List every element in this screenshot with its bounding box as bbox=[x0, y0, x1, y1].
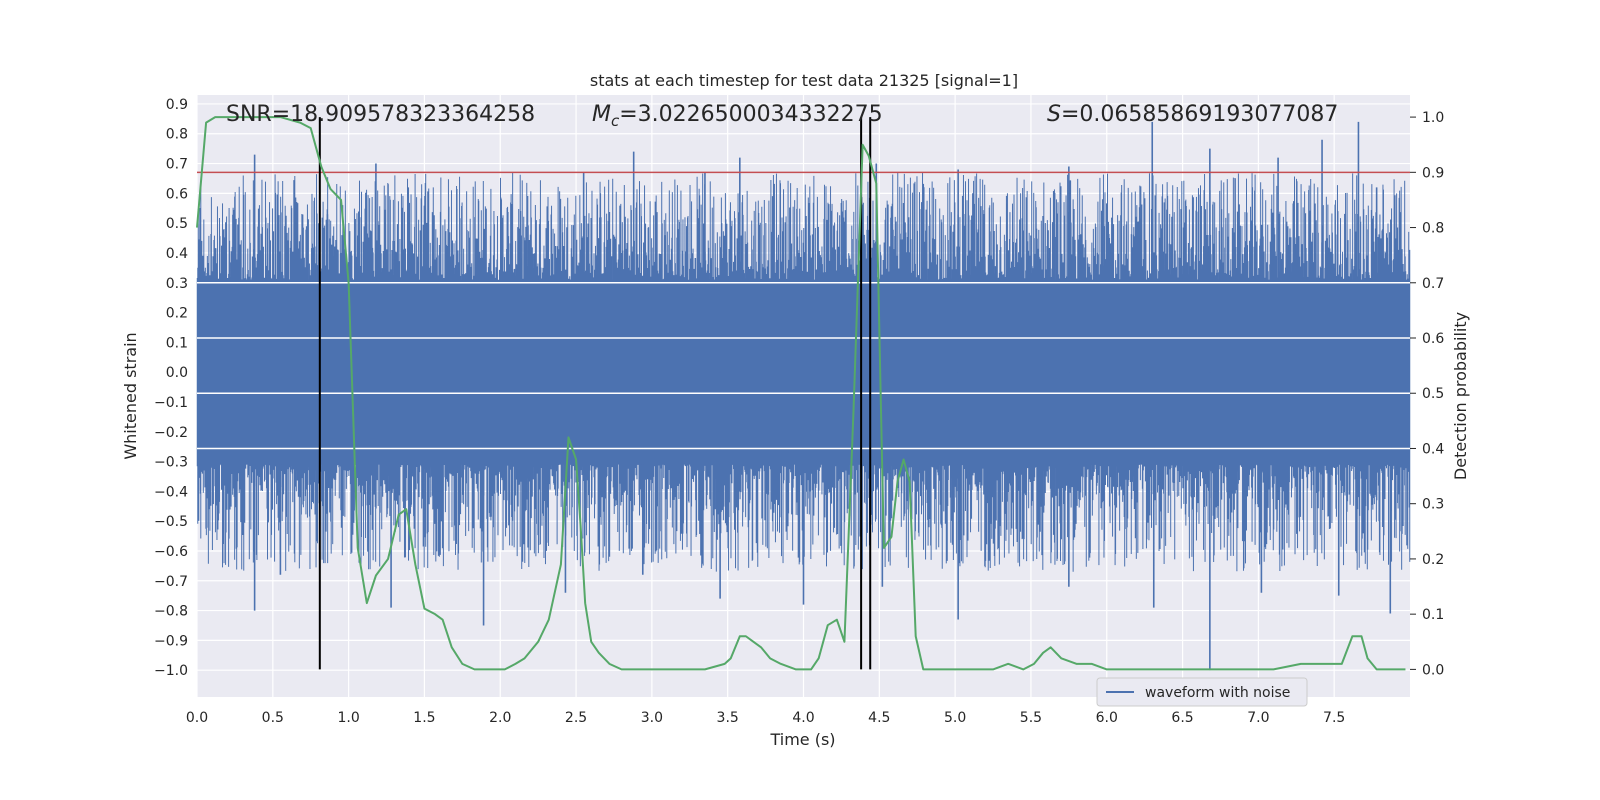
x-tick-label: 5.5 bbox=[1020, 710, 1042, 726]
x-ticks: 0.0 0.5 1.0 1.5 2.0 2.5 3.0 3.5 4.0 4.5 5.0 5.5 6.0 6… bbox=[186, 710, 1345, 726]
y-tick-label: 0.2 bbox=[166, 306, 188, 322]
x-tick-label: 7.0 bbox=[1247, 710, 1269, 726]
y-tick-label: −0.6 bbox=[154, 544, 188, 560]
legend-label-waveform: waveform with noise bbox=[1145, 685, 1290, 701]
chirp-mass-subscript: c bbox=[611, 112, 620, 130]
y2-tick-label: 1.0 bbox=[1422, 110, 1444, 126]
x-tick-label: 4.5 bbox=[868, 710, 890, 726]
waveform-series bbox=[196, 121, 1411, 671]
y-tick-label: 0.9 bbox=[166, 97, 188, 113]
y2-tick-label: 0.2 bbox=[1422, 552, 1444, 568]
y-tick-label: 0.3 bbox=[166, 276, 188, 292]
y-tick-label: 0.5 bbox=[166, 216, 188, 232]
y2-tick-label: 0.1 bbox=[1422, 607, 1444, 623]
chart-title: stats at each timestep for test data 213… bbox=[590, 71, 1018, 90]
chirp-mass-value: =3.0226500034332275 bbox=[619, 102, 882, 127]
x-tick-label: 2.0 bbox=[489, 710, 511, 726]
x-tick-label: 7.5 bbox=[1323, 710, 1345, 726]
x-tick-label: 1.5 bbox=[413, 710, 435, 726]
probability-series bbox=[196, 116, 1406, 671]
y-tick-label: −0.4 bbox=[154, 484, 188, 500]
y2-tick-label: 0.8 bbox=[1422, 221, 1444, 237]
y-tick-label: 0.4 bbox=[166, 246, 188, 262]
x-axis-label: Time (s) bbox=[769, 730, 835, 749]
x-tick-label: 3.5 bbox=[717, 710, 739, 726]
y-tick-label: 0.8 bbox=[166, 127, 188, 143]
x-tick-label: 2.5 bbox=[565, 710, 587, 726]
s-annotation: S=0.06585869193077087 bbox=[1047, 102, 1338, 127]
y-tick-label: −0.7 bbox=[154, 574, 188, 590]
y-tick-label: −0.9 bbox=[154, 633, 188, 649]
y-tick-label: −0.1 bbox=[154, 395, 188, 411]
y2-tick-label: 0.5 bbox=[1422, 386, 1444, 402]
x-tick-label: 6.0 bbox=[1096, 710, 1118, 726]
y2-tick-label: 0.0 bbox=[1422, 662, 1444, 678]
x-tick-label: 0.5 bbox=[262, 710, 284, 726]
chirp-mass-annotation: Mc=3.0226500034332275 bbox=[592, 102, 883, 130]
legend-box bbox=[1096, 677, 1308, 707]
chirp-mass-symbol: M bbox=[592, 102, 611, 127]
y-tick-label: 0.0 bbox=[166, 365, 188, 381]
y-tick-label: −0.5 bbox=[154, 514, 188, 530]
y2-tick-label: 0.9 bbox=[1422, 165, 1444, 181]
detection-probability-line bbox=[196, 116, 1406, 671]
y2-ticks: 1.0 0.9 0.8 0.7 0.6 0.5 0.4 0.3 0.2 0.1 0.0 bbox=[1410, 110, 1444, 678]
x-tick-label: 5.0 bbox=[944, 710, 966, 726]
y-tick-label: −0.3 bbox=[154, 455, 188, 471]
y-tick-label: 0.1 bbox=[166, 335, 188, 351]
y-tick-label: −0.8 bbox=[154, 604, 188, 620]
y2-tick-label: 0.4 bbox=[1422, 441, 1444, 457]
y2-tick-label: 0.6 bbox=[1422, 331, 1444, 347]
snr-annotation: SNR=18.909578323364258 bbox=[226, 102, 535, 127]
x-tick-label: 6.5 bbox=[1171, 710, 1193, 726]
y-ticks: 0.9 0.8 0.7 0.6 0.5 0.4 0.3 0.2 0.1 0.0 −0.1 −0.2 −0… bbox=[154, 97, 188, 679]
s-symbol: S bbox=[1047, 102, 1061, 127]
x-tick-label: 4.0 bbox=[792, 710, 814, 726]
x-tick-label: 3.0 bbox=[641, 710, 663, 726]
legend: waveform with noise bbox=[1096, 677, 1308, 707]
x-tick-label: 1.0 bbox=[337, 710, 359, 726]
y-tick-label: −0.2 bbox=[154, 425, 188, 441]
y2-axis-label: Detection probability bbox=[1451, 312, 1470, 480]
s-value: =0.06585869193077087 bbox=[1061, 102, 1338, 127]
y2-tick-label: 0.3 bbox=[1422, 497, 1444, 513]
y-tick-label: 0.7 bbox=[166, 157, 188, 173]
y-tick-label: 0.6 bbox=[166, 186, 188, 202]
y-tick-label: −1.0 bbox=[154, 663, 188, 679]
y-axis-label: Whitened strain bbox=[121, 332, 140, 459]
x-tick-label: 0.0 bbox=[186, 710, 208, 726]
y2-tick-label: 0.7 bbox=[1422, 276, 1444, 292]
